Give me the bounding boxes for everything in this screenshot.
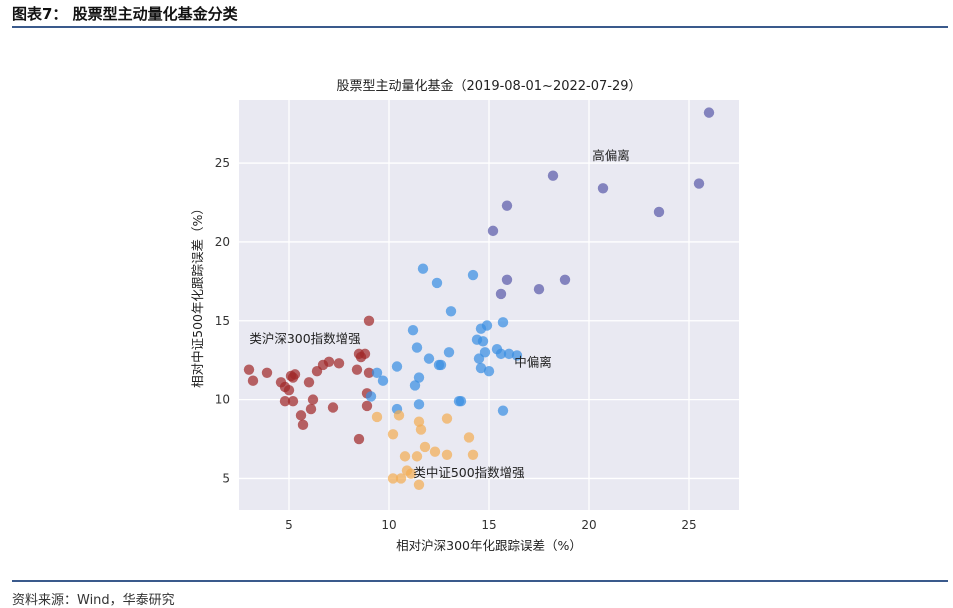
data-point <box>653 206 665 218</box>
data-point <box>443 347 455 358</box>
data-point <box>405 468 417 479</box>
data-point <box>511 350 523 361</box>
data-point <box>435 359 447 371</box>
data-point <box>431 277 443 289</box>
data-point <box>441 413 453 424</box>
data-point <box>479 347 491 358</box>
data-point <box>353 433 365 445</box>
data-point <box>467 269 479 281</box>
data-point <box>693 178 705 189</box>
chart-title: 股票型主动量化基金（2019-08-01~2022-07-29） <box>337 78 642 94</box>
y-tick-label: 15 <box>215 314 230 328</box>
data-point <box>413 399 425 410</box>
data-point <box>295 410 307 421</box>
data-point <box>395 473 407 484</box>
data-point <box>407 325 419 336</box>
x-tick-label: 5 <box>285 518 293 532</box>
data-point <box>445 306 457 317</box>
data-point <box>495 348 507 360</box>
data-point <box>495 288 507 300</box>
data-point <box>359 348 371 360</box>
data-point <box>289 369 301 380</box>
data-point <box>487 225 499 237</box>
data-point <box>377 375 389 386</box>
data-point <box>247 375 259 386</box>
data-point <box>419 441 431 453</box>
data-point <box>283 384 295 396</box>
y-tick-label: 10 <box>215 393 230 407</box>
data-point <box>481 320 493 331</box>
data-point <box>467 449 479 461</box>
data-point <box>305 403 317 415</box>
data-point <box>411 342 423 353</box>
data-point <box>279 395 291 407</box>
data-point <box>363 315 375 326</box>
data-point <box>475 362 487 374</box>
x-tick-label: 10 <box>381 518 396 532</box>
data-point <box>423 353 435 364</box>
data-point <box>297 419 309 431</box>
data-point <box>303 377 315 388</box>
data-point <box>441 449 453 461</box>
data-point <box>463 432 475 443</box>
scatter-chart: 5 10 15 20 25 5 10 15 20 25 高偏离中偏离 类沪深300指数增强类中证500… <box>180 74 760 554</box>
data-point <box>387 473 399 484</box>
data-point <box>559 274 571 285</box>
data-point <box>597 183 609 194</box>
data-point <box>477 336 489 347</box>
data-point <box>243 364 255 375</box>
data-point <box>333 358 345 369</box>
data-point <box>417 263 429 274</box>
data-point <box>415 424 427 435</box>
data-point <box>483 366 495 377</box>
data-point <box>399 451 411 462</box>
data-point <box>501 274 513 285</box>
data-point <box>455 395 467 407</box>
cluster-annotation: 高偏离 <box>592 148 630 163</box>
data-point <box>261 367 273 379</box>
data-point <box>365 391 377 402</box>
data-point <box>413 479 425 490</box>
source-note: 资料来源：Wind，华泰研究 <box>12 593 175 608</box>
y-tick-label: 5 <box>222 471 230 485</box>
data-point <box>533 284 545 295</box>
data-point <box>501 200 513 211</box>
data-point <box>411 451 423 462</box>
data-point <box>503 348 515 360</box>
data-point <box>323 356 335 367</box>
data-point <box>371 367 383 379</box>
figure-footer: 资料来源：Wind，华泰研究 <box>12 580 948 608</box>
figure-header: 图表7： 股票型主动量化基金分类 <box>12 4 948 28</box>
x-tick-label: 20 <box>581 518 596 532</box>
cluster-annotation: 类沪深300指数增强 <box>249 331 361 346</box>
figure-title: 图表7： 股票型主动量化基金分类 <box>12 5 238 23</box>
data-point <box>287 395 299 407</box>
data-point <box>413 416 425 427</box>
data-point <box>307 394 319 405</box>
x-axis-label: 相对沪深300年化跟踪误差（%） <box>396 538 582 553</box>
x-tick-label: 15 <box>481 518 496 532</box>
data-point <box>363 367 375 379</box>
data-point <box>327 402 339 413</box>
data-point <box>497 317 509 328</box>
data-point <box>351 364 363 375</box>
data-point <box>497 405 509 416</box>
x-tick-label: 25 <box>681 518 696 532</box>
y-tick-label: 25 <box>215 156 230 170</box>
data-point <box>413 372 425 383</box>
data-point <box>429 446 441 457</box>
data-point <box>409 380 421 391</box>
data-point <box>547 170 559 181</box>
data-point <box>371 411 383 423</box>
data-point <box>387 429 399 440</box>
cluster-annotation: 中偏离 <box>514 355 552 370</box>
data-point <box>391 361 403 372</box>
y-axis-label: 相对中证500年化跟踪误差（%） <box>190 202 205 388</box>
data-point <box>393 410 405 421</box>
data-point <box>361 400 373 412</box>
cluster-annotation: 类中证500指数增强 <box>413 465 525 480</box>
y-tick-label: 20 <box>215 235 230 249</box>
data-point <box>703 107 715 118</box>
